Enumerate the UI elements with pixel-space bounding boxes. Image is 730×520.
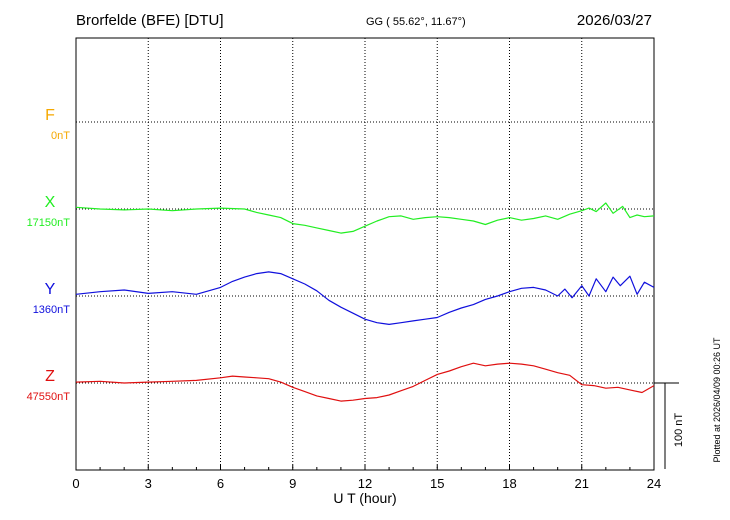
x-tick-label: 24 bbox=[647, 476, 661, 491]
series-name-f: F bbox=[45, 107, 55, 124]
series-baseline-y: 1360nT bbox=[33, 304, 71, 316]
x-axis: 0 3 6 9 12 15 18 21 24 bbox=[72, 465, 661, 491]
grid-lines bbox=[76, 38, 654, 470]
series-line-y bbox=[75, 271, 655, 325]
x-axis-label: U T (hour) bbox=[333, 490, 396, 506]
x-tick-label: 3 bbox=[145, 476, 152, 491]
series-name-y: Y bbox=[45, 281, 56, 298]
series-baseline-z: 47550nT bbox=[27, 391, 71, 403]
series-name-z: Z bbox=[45, 368, 55, 385]
series-name-x: X bbox=[45, 194, 56, 211]
x-tick-label: 15 bbox=[430, 476, 444, 491]
x-tick-label: 18 bbox=[502, 476, 516, 491]
station-title: Brorfelde (BFE) [DTU] bbox=[76, 12, 224, 29]
x-tick-label: 0 bbox=[72, 476, 79, 491]
series-line-z bbox=[75, 362, 655, 402]
series-baseline-x: 17150nT bbox=[27, 217, 71, 229]
series-baseline-f: 0nT bbox=[51, 130, 70, 142]
x-tick-label: 21 bbox=[575, 476, 589, 491]
date-label: 2026/03/27 bbox=[576, 12, 652, 29]
scale-bar-label: 100 nT bbox=[673, 413, 685, 448]
scale-bar: 100 nT bbox=[654, 382, 685, 469]
x-tick-label: 9 bbox=[289, 476, 296, 491]
traces bbox=[75, 202, 655, 402]
series-labels: F 0nT X 17150nT Y 1360nT Z 47550nT bbox=[27, 107, 71, 403]
coordinates-label: GG ( 55.62°, 11.67°) bbox=[366, 16, 466, 28]
x-tick-label: 6 bbox=[217, 476, 224, 491]
series-line-x bbox=[75, 202, 655, 234]
x-tick-label: 12 bbox=[358, 476, 372, 491]
